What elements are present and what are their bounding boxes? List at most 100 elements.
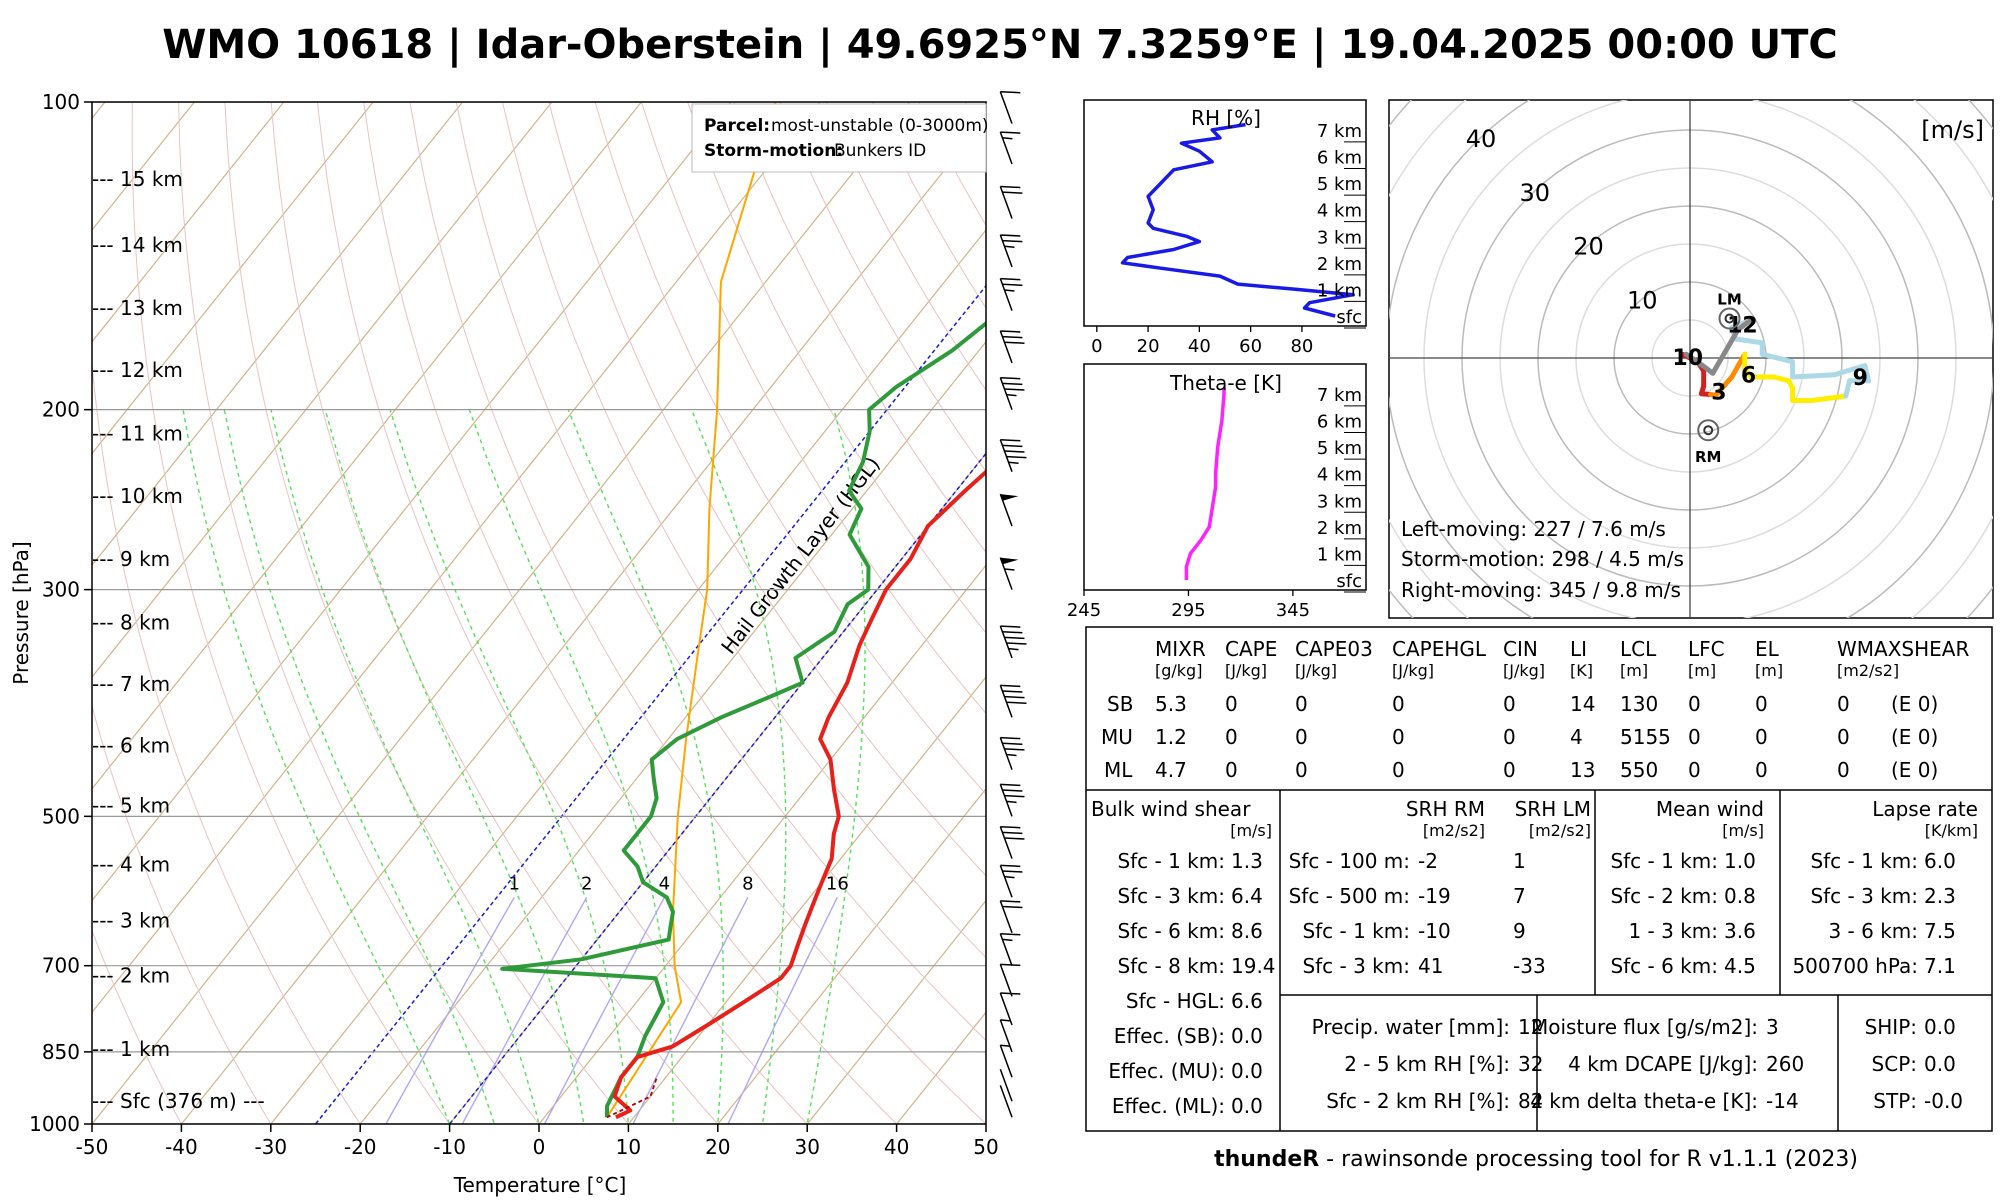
lapse-label: Sfc - 3 km: [1810, 884, 1918, 908]
flux-label: 4 km DCAPE [J/kg]: [1568, 1052, 1758, 1076]
wind-barb-staff [999, 1045, 1013, 1078]
hodo-ring-label: 20 [1573, 233, 1604, 261]
wind-barb-feather [1002, 905, 1023, 909]
skewt-xlabel: Temperature [°C] [453, 1173, 627, 1197]
storm-motion-label: LM [1717, 290, 1742, 308]
wind-barb-half-feather [1006, 393, 1017, 397]
shear-value: 0.0 [1231, 1024, 1263, 1048]
srh-table: SRH RM SRH LM [m2/s2] [m2/s2] Sfc - 100 … [1289, 797, 1591, 978]
lapse-value: 2.3 [1924, 884, 1956, 908]
cell-cape: 0 [1225, 725, 1238, 749]
shear-value: 1.3 [1231, 849, 1263, 873]
params-panel: MIXR CAPE CAPE03 CAPEHGL CIN LI LCL LFC … [1085, 626, 1993, 1132]
srh-lm-value: 9 [1513, 919, 1526, 943]
wind-barb-feather [1006, 455, 1027, 459]
cell-capehgl: 0 [1392, 758, 1405, 782]
isotherm-line [92, 102, 464, 567]
unit-cape: [J/kg] [1225, 661, 1267, 680]
thetae-panel: 245 295 345 7 km 6 km 5 km 4 km 3 km 2 km 1 km sfc… [1067, 363, 1367, 621]
wind-barb-flag [1000, 557, 1019, 565]
wind-barb [999, 1069, 1013, 1102]
wind-barb-feather [1002, 335, 1023, 339]
height-label: --- 3 km [92, 908, 170, 932]
x-tick-label: 50 [973, 1135, 998, 1159]
wind-barb-half-feather [1000, 1044, 1011, 1048]
wind-barb-half-feather [1004, 245, 1015, 248]
shear-label: Sfc - HGL: [1126, 989, 1225, 1013]
mixing-ratio-line [632, 896, 749, 1124]
isotherm-line [92, 102, 285, 343]
cell-lfc: 0 [1688, 725, 1701, 749]
height-label: --- 11 km [92, 421, 183, 445]
wind-barb-staff [999, 278, 1013, 311]
th-cape: CAPE [1225, 637, 1277, 661]
cell-mixr: 1.2 [1155, 725, 1187, 749]
x-tick-label: 20 [705, 1135, 730, 1159]
thermo-table: MIXR CAPE CAPE03 CAPEHGL CIN LI LCL LFC … [1101, 637, 1969, 782]
footer-credit: thundeR - rawinsonde processing tool for… [1214, 1147, 1858, 1172]
rh-x-tick-label: 20 [1137, 336, 1160, 357]
wind-barb-feather [1000, 234, 1021, 237]
hodo-ring-label: 30 [1520, 179, 1551, 207]
wind-barbs [999, 90, 1027, 1118]
x-tick-label: 10 [616, 1135, 641, 1159]
composite-value: 0.0 [1924, 1052, 1956, 1076]
cell-capehgl: 0 [1392, 692, 1405, 716]
wind-barb [999, 1085, 1013, 1118]
wind-barb-half-feather [1004, 289, 1015, 292]
thetae-title: Theta-e [K] [1169, 371, 1282, 395]
moisture-label: 2 - 5 km RH [%]: [1344, 1052, 1510, 1076]
wind-barb [999, 131, 1021, 165]
unit-el: [m] [1755, 661, 1783, 680]
cell-cape03: 0 [1295, 725, 1308, 749]
cell-wmaxshear: 0 [1837, 758, 1850, 782]
srh-rm-value: -2 [1418, 849, 1438, 873]
th-capehgl: CAPEHGL [1392, 637, 1487, 661]
dry-adiabat-line [502, 102, 986, 959]
wind-barb [999, 1019, 1013, 1053]
flux-table: Moisture flux [g/s/m2]: 3 4 km DCAPE [J/… [1530, 1015, 1804, 1113]
srh-rm-unit: [m2/s2] [1423, 821, 1485, 840]
wind-barb-flag [1000, 494, 1019, 501]
th-li: LI [1570, 637, 1587, 661]
dry-adiabat-line [224, 102, 630, 1124]
wind-barb [999, 185, 1023, 219]
wind-barb-feather [1000, 963, 1021, 967]
storm-motion-marker-center [1724, 313, 1735, 324]
flux-label: 4 km delta theta-e [K]: [1530, 1089, 1758, 1113]
wind-barb-staff [999, 377, 1013, 410]
hodo-left-moving: Left-moving: 227 / 7.6 m/s [1401, 517, 1666, 541]
mixing-ratio-line [385, 896, 515, 1124]
wind-barb [999, 736, 1025, 770]
wind-barb-feather [1000, 736, 1021, 740]
cell-el: 0 [1755, 725, 1768, 749]
dry-adiabat-line [363, 102, 898, 1124]
shear-label: Effec. (MU): [1108, 1059, 1225, 1083]
th-mixr: MIXR [1155, 637, 1206, 661]
cell-lcl: 5155 [1620, 725, 1671, 749]
wind-barb-staff [999, 737, 1013, 770]
composite-value: 0.0 [1924, 1015, 1956, 1039]
thetae-y-label: 6 km [1317, 412, 1362, 433]
thetae-y-label: 4 km [1317, 465, 1362, 486]
dry-adiabat-line [178, 102, 540, 1124]
height-label: --- 7 km [92, 672, 170, 696]
moist-adiabat-line [567, 409, 725, 1124]
hodo-segment [1759, 351, 1796, 365]
rh-profile [1120, 122, 1355, 318]
th-wmaxshear: WMAXSHEAR [1837, 637, 1969, 661]
wind-barb-staff [999, 685, 1013, 718]
wind-barb-feather [1000, 185, 1021, 189]
wind-barb [999, 376, 1025, 410]
isotherm-line [270, 229, 986, 1124]
wind-barb-feather [1004, 837, 1025, 840]
hodo-segment [1862, 363, 1872, 384]
hodo-right-moving: Right-moving: 345 / 9.8 m/s [1401, 578, 1681, 602]
storm-motion-marker [1718, 307, 1741, 330]
row-label: SB [1107, 692, 1133, 716]
hodo-segment [1790, 372, 1837, 380]
dry-adiabat-line [548, 102, 986, 877]
height-label: --- 5 km [92, 794, 170, 818]
height-label: --- 6 km [92, 733, 170, 757]
